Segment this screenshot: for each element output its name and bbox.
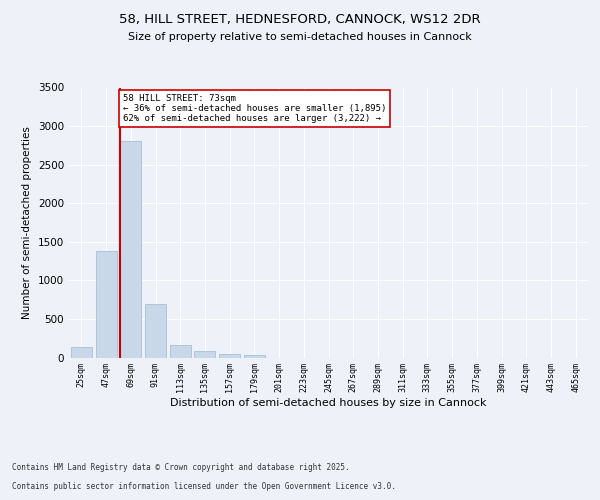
- Bar: [244, 355, 265, 358]
- Text: 58, HILL STREET, HEDNESFORD, CANNOCK, WS12 2DR: 58, HILL STREET, HEDNESFORD, CANNOCK, WS…: [119, 12, 481, 26]
- Bar: [71, 346, 92, 358]
- Text: 58 HILL STREET: 73sqm
← 36% of semi-detached houses are smaller (1,895)
62% of s: 58 HILL STREET: 73sqm ← 36% of semi-deta…: [123, 94, 386, 124]
- Bar: [170, 345, 191, 358]
- Bar: [95, 251, 116, 358]
- Y-axis label: Number of semi-detached properties: Number of semi-detached properties: [22, 126, 32, 319]
- Text: Contains HM Land Registry data © Crown copyright and database right 2025.: Contains HM Land Registry data © Crown c…: [12, 464, 350, 472]
- Bar: [120, 142, 141, 358]
- Bar: [194, 350, 215, 358]
- Bar: [219, 354, 240, 358]
- Bar: [145, 304, 166, 358]
- Text: Contains public sector information licensed under the Open Government Licence v3: Contains public sector information licen…: [12, 482, 396, 491]
- X-axis label: Distribution of semi-detached houses by size in Cannock: Distribution of semi-detached houses by …: [170, 398, 487, 408]
- Text: Size of property relative to semi-detached houses in Cannock: Size of property relative to semi-detach…: [128, 32, 472, 42]
